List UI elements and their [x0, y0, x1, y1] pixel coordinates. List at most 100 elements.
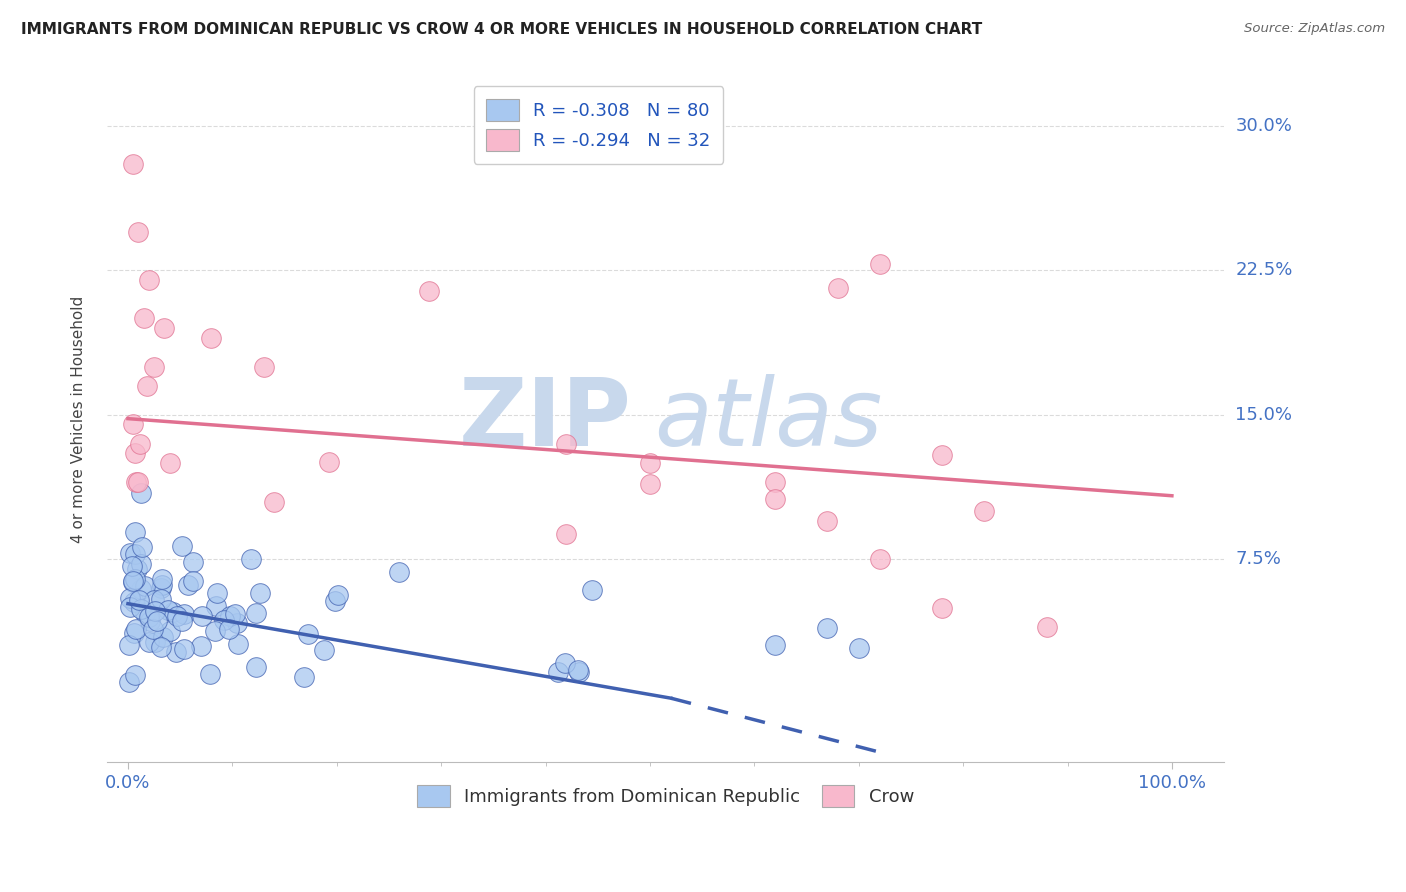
Point	[129, 436, 152, 450]
Point	[159, 624, 181, 638]
Point	[124, 446, 146, 460]
Point	[581, 582, 603, 597]
Point	[142, 622, 165, 636]
Point	[418, 284, 440, 298]
Point	[122, 417, 145, 432]
Point	[124, 668, 146, 682]
Point	[328, 588, 350, 602]
Point	[122, 574, 145, 589]
Point	[245, 659, 267, 673]
Point	[869, 257, 891, 271]
Text: 22.5%: 22.5%	[1236, 261, 1292, 279]
Point	[124, 524, 146, 539]
Point	[127, 475, 149, 490]
Point	[181, 555, 204, 569]
Point	[181, 574, 204, 589]
Point	[973, 504, 995, 518]
Point	[224, 607, 246, 622]
Point	[200, 331, 222, 345]
Text: Source: ZipAtlas.com: Source: ZipAtlas.com	[1244, 22, 1385, 36]
Point	[172, 614, 194, 628]
Point	[118, 591, 141, 606]
Point	[205, 586, 228, 600]
Point	[292, 670, 315, 684]
Point	[134, 579, 156, 593]
Point	[125, 562, 148, 576]
Point	[827, 281, 849, 295]
Point	[150, 640, 173, 654]
Point	[143, 359, 166, 374]
Point	[931, 449, 953, 463]
Point	[127, 225, 149, 239]
Point	[204, 599, 226, 613]
Point	[312, 643, 335, 657]
Text: atlas: atlas	[654, 374, 883, 465]
Point	[249, 585, 271, 599]
Point	[120, 599, 142, 614]
Text: 15.0%: 15.0%	[1236, 406, 1292, 424]
Text: 30.0%: 30.0%	[1236, 117, 1292, 135]
Point	[122, 157, 145, 171]
Point	[226, 637, 249, 651]
Point	[149, 591, 172, 606]
Point	[122, 595, 145, 609]
Point	[204, 624, 226, 638]
Point	[129, 602, 152, 616]
Point	[124, 547, 146, 561]
Point	[129, 486, 152, 500]
Point	[129, 558, 152, 572]
Point	[318, 455, 340, 469]
Point	[134, 606, 156, 620]
Point	[555, 527, 578, 541]
Point	[568, 665, 591, 680]
Point	[125, 623, 148, 637]
Point	[1035, 620, 1057, 634]
Point	[638, 456, 661, 470]
Point	[138, 635, 160, 649]
Point	[212, 613, 235, 627]
Point	[763, 492, 786, 507]
Point	[121, 559, 143, 574]
Point	[135, 379, 157, 393]
Point	[121, 574, 143, 589]
Point	[240, 552, 263, 566]
Point	[191, 608, 214, 623]
Point	[869, 552, 891, 566]
Point	[763, 639, 786, 653]
Point	[763, 475, 786, 490]
Point	[132, 311, 155, 326]
Point	[156, 603, 179, 617]
Point	[219, 609, 242, 624]
Point	[245, 606, 267, 620]
Point	[143, 592, 166, 607]
Point	[263, 494, 285, 508]
Text: 7.5%: 7.5%	[1236, 550, 1281, 568]
Point	[150, 578, 173, 592]
Point	[218, 622, 240, 636]
Point	[388, 565, 411, 579]
Legend: Immigrants from Dominican Republic, Crow: Immigrants from Dominican Republic, Crow	[411, 778, 921, 814]
Point	[554, 656, 576, 670]
Point	[165, 645, 187, 659]
Point	[547, 665, 569, 679]
Point	[118, 675, 141, 690]
Point	[143, 604, 166, 618]
Point	[177, 578, 200, 592]
Point	[815, 621, 838, 635]
Point	[122, 625, 145, 640]
Point	[253, 359, 276, 374]
Point	[159, 456, 181, 470]
Point	[152, 630, 174, 644]
Point	[138, 609, 160, 624]
Point	[128, 593, 150, 607]
Point	[166, 609, 188, 624]
Point	[162, 606, 184, 620]
Point	[638, 476, 661, 491]
Point	[225, 616, 247, 631]
Point	[139, 615, 162, 629]
Point	[153, 321, 176, 335]
Point	[173, 642, 195, 657]
Point	[146, 615, 169, 629]
Point	[143, 635, 166, 649]
Point	[297, 627, 319, 641]
